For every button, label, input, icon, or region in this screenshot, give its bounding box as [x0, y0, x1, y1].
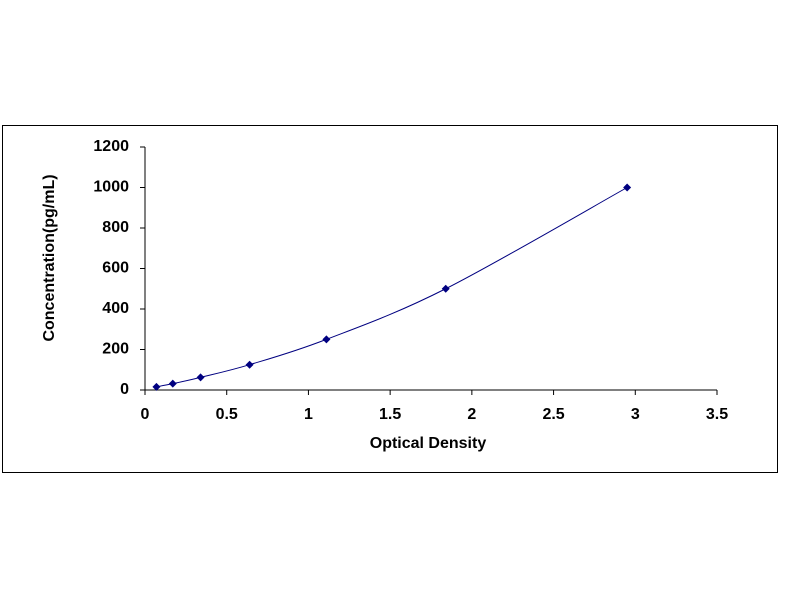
- y-axis-label: Concentration(pg/mL): [41, 174, 58, 341]
- y-tick-label: 400: [102, 300, 129, 317]
- x-tick-label: 1.5: [379, 406, 401, 423]
- y-tick-label: 0: [120, 381, 129, 398]
- x-tick-label: 0.5: [216, 406, 238, 423]
- data-point: [623, 183, 632, 192]
- y-tick-label: 200: [102, 341, 129, 358]
- x-tick-label: 3: [631, 406, 640, 423]
- y-tick-label: 1200: [93, 138, 129, 155]
- y-tick-label: 600: [102, 260, 129, 277]
- x-tick-label: 2: [467, 406, 476, 423]
- y-tick-label: 800: [102, 219, 129, 236]
- data-point: [168, 379, 177, 388]
- x-axis-label: Optical Density: [370, 435, 487, 452]
- data-point: [441, 284, 450, 293]
- x-tick-label: 2.5: [542, 406, 564, 423]
- data-point: [152, 382, 161, 391]
- chart-frame: [2, 125, 778, 473]
- y-tick-label: 1000: [93, 179, 129, 196]
- data-point: [245, 360, 254, 369]
- x-tick-label: 0: [141, 406, 150, 423]
- data-point: [322, 335, 331, 344]
- data-point: [196, 373, 205, 382]
- x-tick-label: 3.5: [706, 406, 728, 423]
- x-tick-label: 1: [304, 406, 313, 423]
